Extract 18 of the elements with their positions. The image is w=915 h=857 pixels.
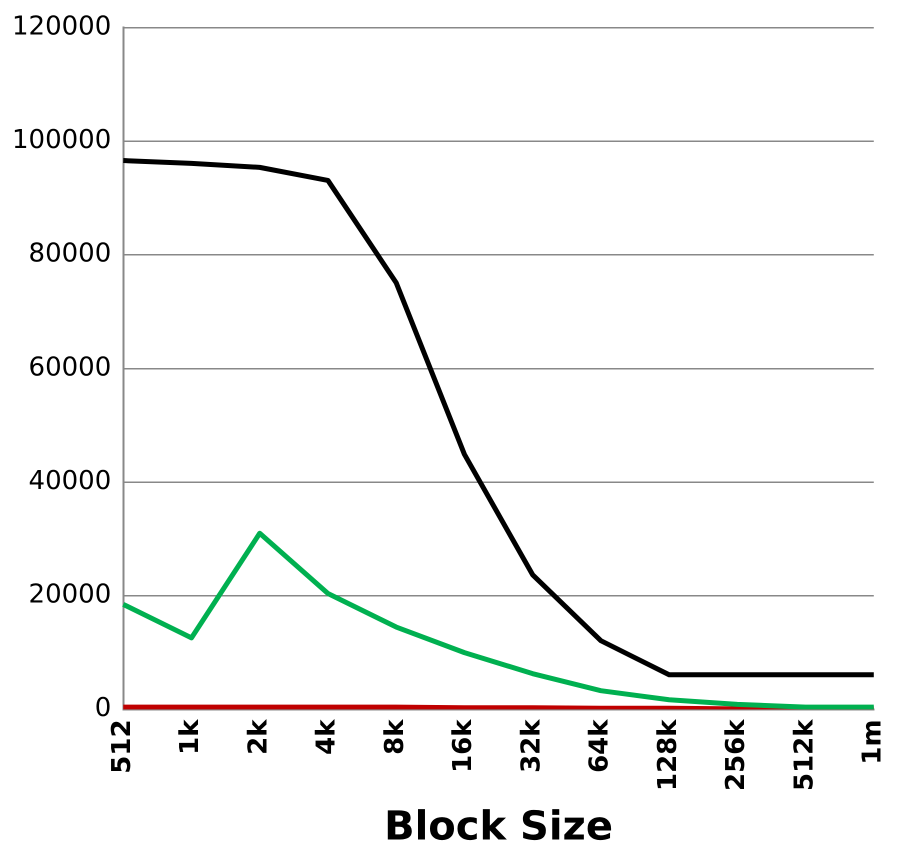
y-tick-label: 80000 (28, 238, 112, 269)
x-axis-title: Block Size (384, 803, 613, 850)
x-tick-label: 8k (380, 718, 410, 755)
x-tick-label: 2k (243, 718, 274, 755)
x-tick-label: 512k (789, 718, 820, 792)
y-tick-label: 120000 (12, 11, 112, 42)
x-tick-label: 64k (584, 718, 615, 773)
x-tick-label: 16k (448, 718, 478, 773)
y-tick-label: 40000 (28, 466, 112, 496)
y-tick-label: 100000 (12, 124, 112, 155)
x-tick-label: 4k (312, 718, 342, 755)
x-tick-label: 1m (858, 719, 888, 765)
x-tick-label: 256k (721, 718, 752, 792)
y-tick-label: 60000 (28, 352, 112, 382)
x-tick-label: 1k (175, 718, 206, 755)
y-tick-label: 20000 (28, 580, 112, 610)
x-tick-label: 32k (516, 718, 546, 773)
x-tick-label: 128k (652, 718, 683, 792)
